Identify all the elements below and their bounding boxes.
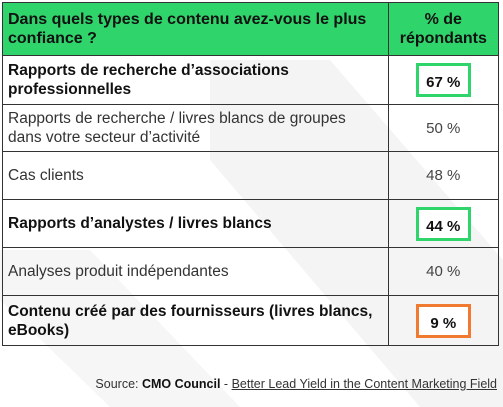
table-row: Rapports de recherche / livres blancs de… [2,104,500,152]
row-label: Rapports d’analystes / livres blancs [2,199,389,248]
row-label: Rapports de recherche / livres blancs de… [2,104,389,152]
table-row: Cas clients 48 % [2,151,500,200]
source-title-link[interactable]: Better Lead Yield in the Content Marketi… [231,377,497,391]
row-label: Rapports de recherche d’associations pro… [2,55,389,105]
row-value: 48 % [387,151,500,200]
table-row: Rapports de recherche d’associations pro… [2,55,500,105]
table-row: Analyses produit indépendantes 40 % [2,247,500,296]
row-label: Cas clients [2,151,389,200]
source-separator: - [220,377,232,391]
source-citation: Source: CMO Council - Better Lead Yield … [95,377,497,391]
table-header-row: Dans quels types de contenu avez-vous le… [2,2,500,56]
percent-header: % de répondants [387,2,500,56]
row-value: 50 % [387,104,500,152]
table-row: Rapports d’analystes / livres blancs 44 … [2,199,500,248]
trust-content-table: Dans quels types de contenu avez-vous le… [2,2,500,346]
row-value-cell: 67 % [387,55,500,105]
table-row: Contenu créé par des fournisseurs (livre… [2,295,500,346]
question-header: Dans quels types de contenu avez-vous le… [2,2,389,56]
row-label: Contenu créé par des fournisseurs (livre… [2,295,389,346]
row-value-cell: 9 % [387,295,500,346]
row-value: 40 % [387,247,500,296]
highlight-value-box: 44 % [415,206,471,241]
source-prefix: Source: [95,377,142,391]
highlight-value-box: 9 % [415,303,471,338]
row-label: Analyses produit indépendantes [2,247,389,296]
row-value-cell: 44 % [387,199,500,248]
source-org: CMO Council [141,377,221,391]
highlight-value-box: 67 % [415,63,471,97]
